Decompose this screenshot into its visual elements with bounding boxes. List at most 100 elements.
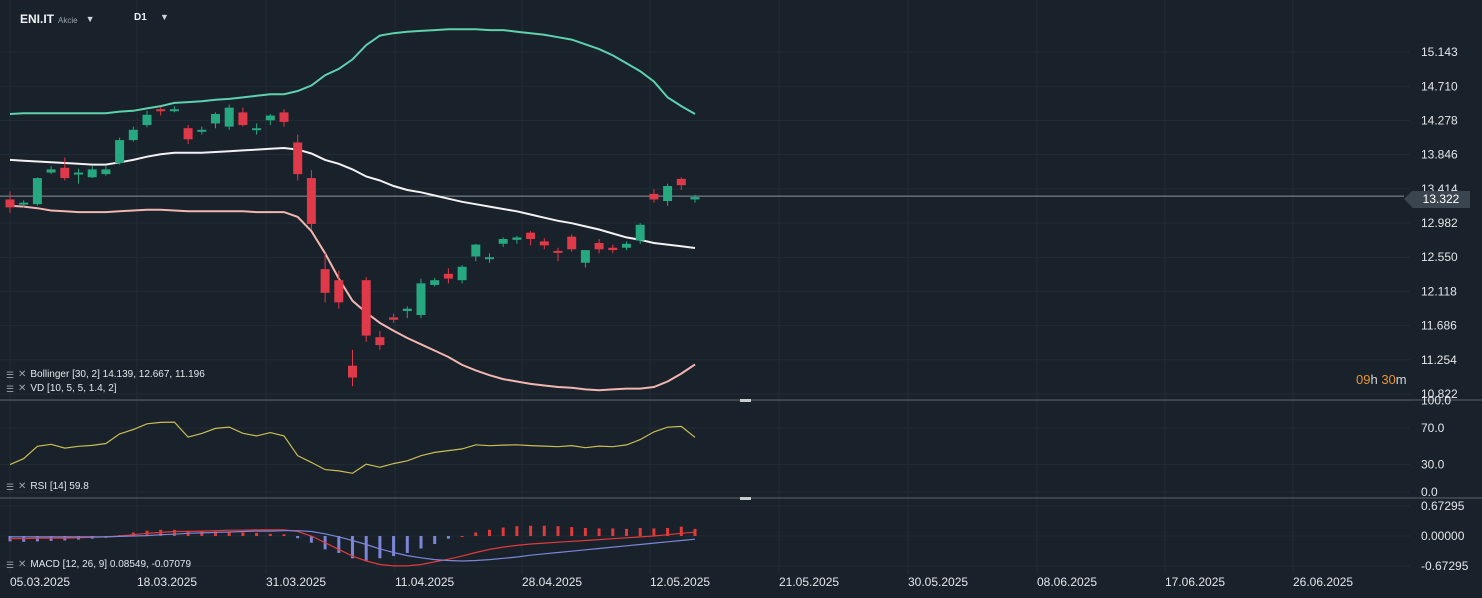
price-axis-label: 12.982 — [1421, 216, 1458, 230]
candle-body — [443, 273, 453, 279]
rsi-line — [9, 421, 696, 474]
candle-body — [334, 280, 344, 303]
macd-histogram-bar — [529, 525, 533, 536]
macd-histogram-bar — [364, 536, 368, 561]
candle-body — [663, 185, 673, 202]
indicator-bollinger[interactable]: ☰ ✕ Bollinger [30, 2] 14.139, 12.667, 11.… — [6, 369, 205, 380]
price-axis-label: 12.550 — [1421, 250, 1458, 264]
candle-body — [197, 129, 207, 132]
candle-body — [60, 167, 70, 179]
symbol-label[interactable]: ENI.IT — [20, 12, 55, 26]
candle-body — [485, 257, 494, 260]
macd-histogram-bar — [241, 532, 245, 536]
candle-body — [348, 365, 357, 378]
candle-body — [224, 107, 234, 127]
settings-icon[interactable]: ☰ — [6, 559, 15, 570]
rsi-axis-label: 70.0 — [1421, 421, 1445, 435]
candle-body — [265, 115, 275, 121]
candle-body — [389, 317, 399, 320]
bar-countdown: 09h 30m — [1356, 372, 1407, 387]
date-axis-label: 21.05.2025 — [779, 575, 839, 589]
macd-histogram-bar — [268, 533, 272, 536]
close-icon[interactable]: ✕ — [18, 383, 27, 394]
candle-body — [115, 140, 125, 164]
candle-body — [471, 244, 481, 257]
macd-histogram-bar — [378, 536, 382, 559]
date-axis-label: 17.06.2025 — [1165, 575, 1225, 589]
candle-body — [142, 114, 152, 126]
price-axis-label: 10.822 — [1421, 387, 1458, 401]
price-axis-label: 15.143 — [1421, 45, 1458, 59]
macd-axis-label: 0.67295 — [1421, 499, 1465, 513]
timeframe-dropdown-icon[interactable]: ▼ — [160, 12, 169, 22]
symbol-dropdown-icon[interactable]: ▼ — [85, 14, 95, 24]
date-axis-label: 08.06.2025 — [1037, 575, 1097, 589]
date-axis-label: 26.06.2025 — [1293, 575, 1353, 589]
macd-histogram-bar — [296, 536, 300, 539]
rsi-axis-label: 100.0 — [1421, 394, 1451, 408]
macd-histogram-bar — [405, 536, 409, 553]
candle-body — [622, 243, 631, 248]
macd-histogram-bar — [652, 528, 656, 536]
close-icon[interactable]: ✕ — [18, 559, 27, 570]
timeframe-selector[interactable]: D1 — [134, 12, 147, 23]
candle-body — [128, 129, 138, 141]
candle-body — [416, 283, 426, 316]
candle-body — [46, 169, 56, 173]
candle-body — [649, 193, 659, 200]
price-axis-label: 11.686 — [1421, 319, 1457, 333]
bollinger-middle-line — [9, 146, 696, 249]
macd-histogram-bar — [282, 534, 286, 536]
macd-histogram-bar — [556, 526, 560, 536]
macd-histogram-bar — [570, 527, 574, 536]
candle-body — [183, 128, 193, 140]
candle-body — [5, 199, 15, 208]
candle-body — [580, 250, 590, 263]
instrument-type-label: Akcie — [58, 15, 78, 25]
macd-histogram-bar — [611, 528, 615, 536]
macd-histogram-bar — [474, 532, 478, 536]
candle-body — [498, 239, 508, 244]
candle-body — [594, 242, 604, 250]
indicator-rsi[interactable]: ☰ ✕ RSI [14] 59.8 — [6, 481, 89, 492]
pane-resize-handle[interactable] — [740, 497, 751, 500]
price-axis-label: 14.710 — [1421, 79, 1458, 93]
candle-body — [512, 237, 522, 240]
candle-body — [320, 269, 330, 293]
macd-histogram-bar — [214, 531, 217, 536]
candle-body — [526, 232, 536, 240]
candle-body — [252, 128, 262, 131]
candle-body — [402, 308, 412, 312]
indicator-vd[interactable]: ☰ ✕ VD [10, 5, 5, 1.4, 2] — [6, 383, 117, 394]
indicator-macd[interactable]: ☰ ✕ MACD [12, 26, 9] 0.08549, -0.07079 — [6, 559, 192, 570]
date-axis-label: 18.03.2025 — [137, 575, 197, 589]
pane-resize-handle[interactable] — [740, 399, 751, 402]
settings-icon[interactable]: ☰ — [6, 369, 15, 380]
macd-histogram-bar — [309, 536, 313, 543]
settings-icon[interactable]: ☰ — [6, 383, 15, 394]
candle-body — [567, 236, 577, 250]
close-icon[interactable]: ✕ — [18, 369, 27, 380]
candle-body — [101, 169, 111, 175]
last-price-tag: 13.322 — [1404, 191, 1470, 208]
candle-body — [32, 178, 42, 205]
candle-body — [156, 109, 166, 112]
macd-histogram-bar — [392, 536, 396, 557]
price-axis-label: 13.846 — [1421, 148, 1458, 162]
candle-body — [375, 337, 385, 346]
date-axis-label: 30.05.2025 — [908, 575, 968, 589]
macd-axis-label: -0.67295 — [1421, 559, 1469, 573]
candle-body — [430, 280, 440, 285]
macd-histogram-bar — [625, 528, 628, 536]
macd-histogram-bar — [501, 527, 505, 536]
macd-histogram-bar — [638, 527, 642, 536]
settings-icon[interactable]: ☰ — [6, 481, 15, 492]
macd-histogram-bar — [255, 532, 259, 536]
candle-body — [19, 202, 29, 205]
macd-histogram-bar — [446, 536, 450, 539]
date-axis-label: 12.05.2025 — [650, 575, 710, 589]
macd-histogram-bar — [227, 531, 231, 536]
close-icon[interactable]: ✕ — [18, 481, 27, 492]
macd-histogram-bar — [488, 529, 491, 536]
